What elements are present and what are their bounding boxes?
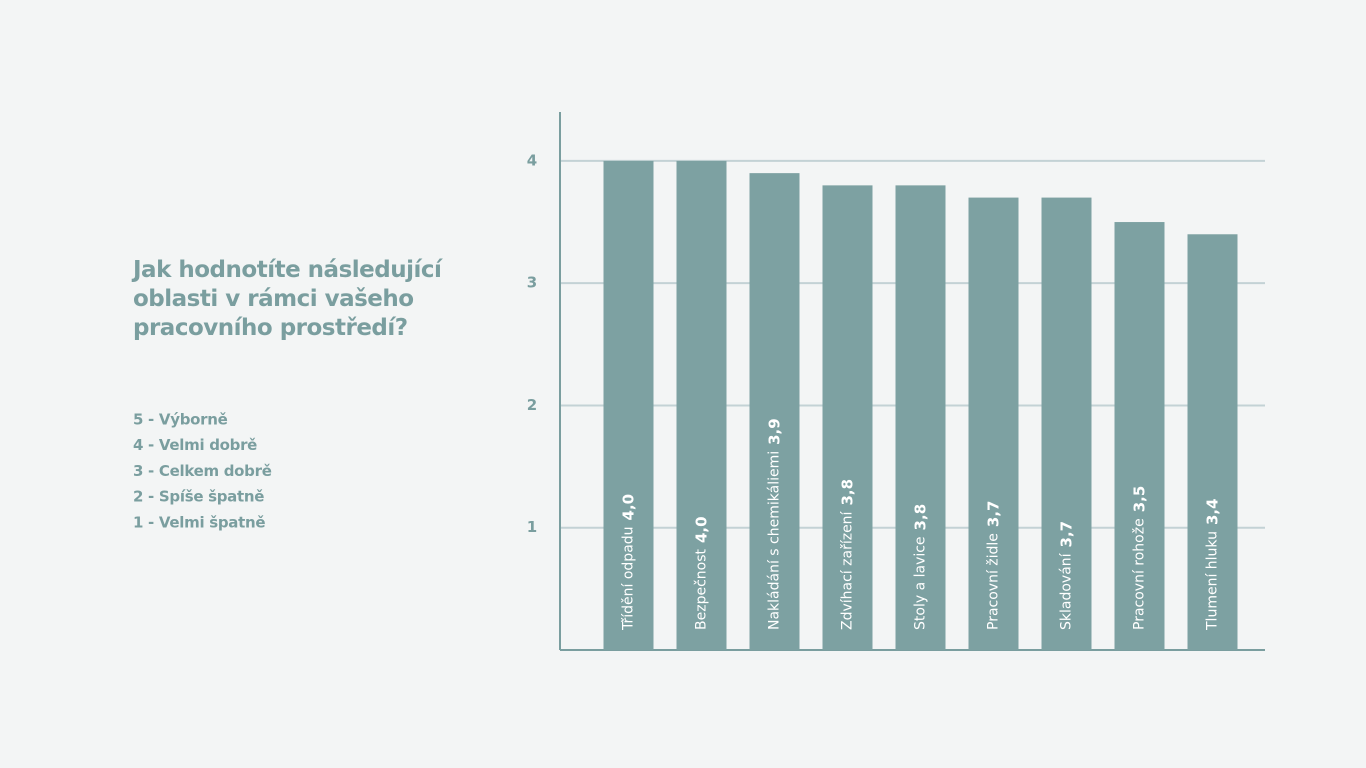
value-label: 3,9 bbox=[765, 418, 783, 445]
bar bbox=[603, 160, 654, 650]
value-label: 4,0 bbox=[619, 494, 637, 521]
category-label: Pracovní rohože bbox=[1132, 518, 1148, 630]
value-label: 3,5 bbox=[1130, 486, 1148, 513]
bar-label: Bezpečnost 4,0 bbox=[692, 516, 710, 630]
bar-label: Stoly a lavice 3,8 bbox=[911, 504, 929, 630]
scale-note: 4 - Velmi dobrě bbox=[133, 436, 257, 454]
value-label: 3,4 bbox=[1203, 498, 1221, 525]
bar-label: Nakládání s chemikáliemi 3,9 bbox=[765, 418, 783, 630]
bar-label: Pracovní židle 3,7 bbox=[984, 501, 1002, 631]
scale-note: 2 - Spíše špatně bbox=[133, 488, 264, 506]
category-label: Stoly a lavice bbox=[913, 536, 929, 630]
category-label: Tlumení hluku bbox=[1205, 531, 1221, 631]
bar bbox=[968, 197, 1019, 650]
bar-label: Třídění odpadu 4,0 bbox=[619, 494, 637, 631]
value-label: 3,7 bbox=[984, 501, 1002, 528]
bar bbox=[749, 173, 800, 651]
bar-label: Skladování 3,7 bbox=[1057, 521, 1075, 630]
bar bbox=[1114, 222, 1165, 650]
bar-label: Tlumení hluku 3,4 bbox=[1203, 498, 1221, 631]
category-label: Třídění odpadu bbox=[621, 526, 637, 631]
bar bbox=[822, 185, 873, 650]
value-label: 3,8 bbox=[838, 479, 856, 506]
category-label: Bezpečnost bbox=[694, 549, 710, 630]
category-label: Nakládání s chemikáliemi bbox=[767, 451, 783, 630]
y-tick-label: 1 bbox=[527, 518, 537, 536]
value-label: 3,8 bbox=[911, 504, 929, 531]
scale-note: 5 - Výborně bbox=[133, 411, 228, 429]
bar bbox=[676, 160, 727, 650]
category-label: Skladování bbox=[1059, 552, 1075, 630]
category-label: Zdvíhací zařízení bbox=[840, 510, 856, 630]
bar-label: Pracovní rohože 3,5 bbox=[1130, 486, 1148, 630]
y-tick-label: 2 bbox=[527, 396, 537, 414]
bar-label: Zdvíhací zařízení 3,8 bbox=[838, 479, 856, 630]
bar bbox=[1041, 197, 1092, 650]
scale-note: 3 - Celkem dobrě bbox=[133, 462, 272, 480]
y-tick-label: 4 bbox=[527, 151, 537, 169]
bar bbox=[895, 185, 946, 650]
chart-title: Jak hodnotíte následující oblasti v rámci… bbox=[131, 257, 443, 341]
value-label: 4,0 bbox=[692, 516, 710, 543]
value-label: 3,7 bbox=[1057, 521, 1075, 548]
y-tick-label: 3 bbox=[527, 274, 537, 292]
bar bbox=[1187, 234, 1238, 651]
category-label: Pracovní židle bbox=[986, 533, 1002, 630]
scale-note: 1 - Velmi špatně bbox=[133, 513, 265, 531]
